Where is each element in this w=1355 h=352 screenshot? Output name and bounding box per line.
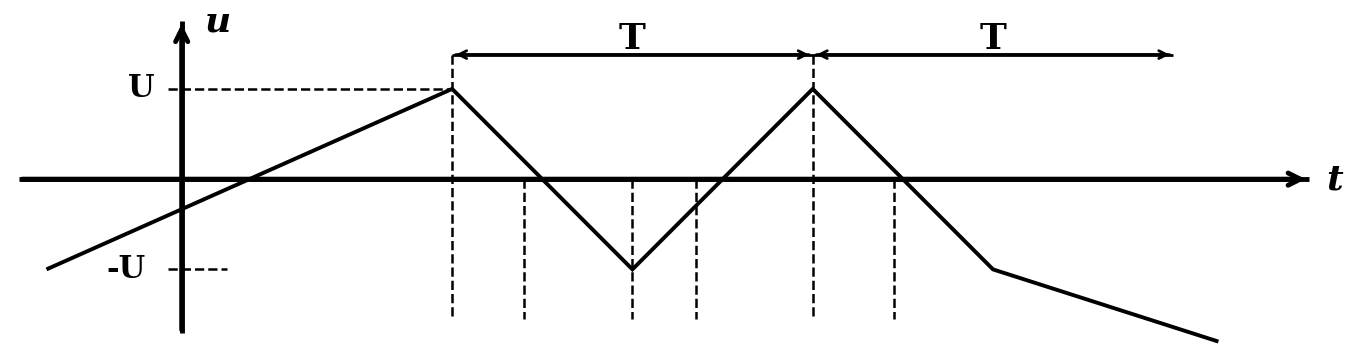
Text: t: t xyxy=(1327,162,1343,196)
Text: -U: -U xyxy=(107,254,145,285)
Text: T: T xyxy=(619,22,646,56)
Text: u: u xyxy=(205,4,230,38)
Text: T: T xyxy=(980,22,1007,56)
Text: U: U xyxy=(129,74,154,105)
